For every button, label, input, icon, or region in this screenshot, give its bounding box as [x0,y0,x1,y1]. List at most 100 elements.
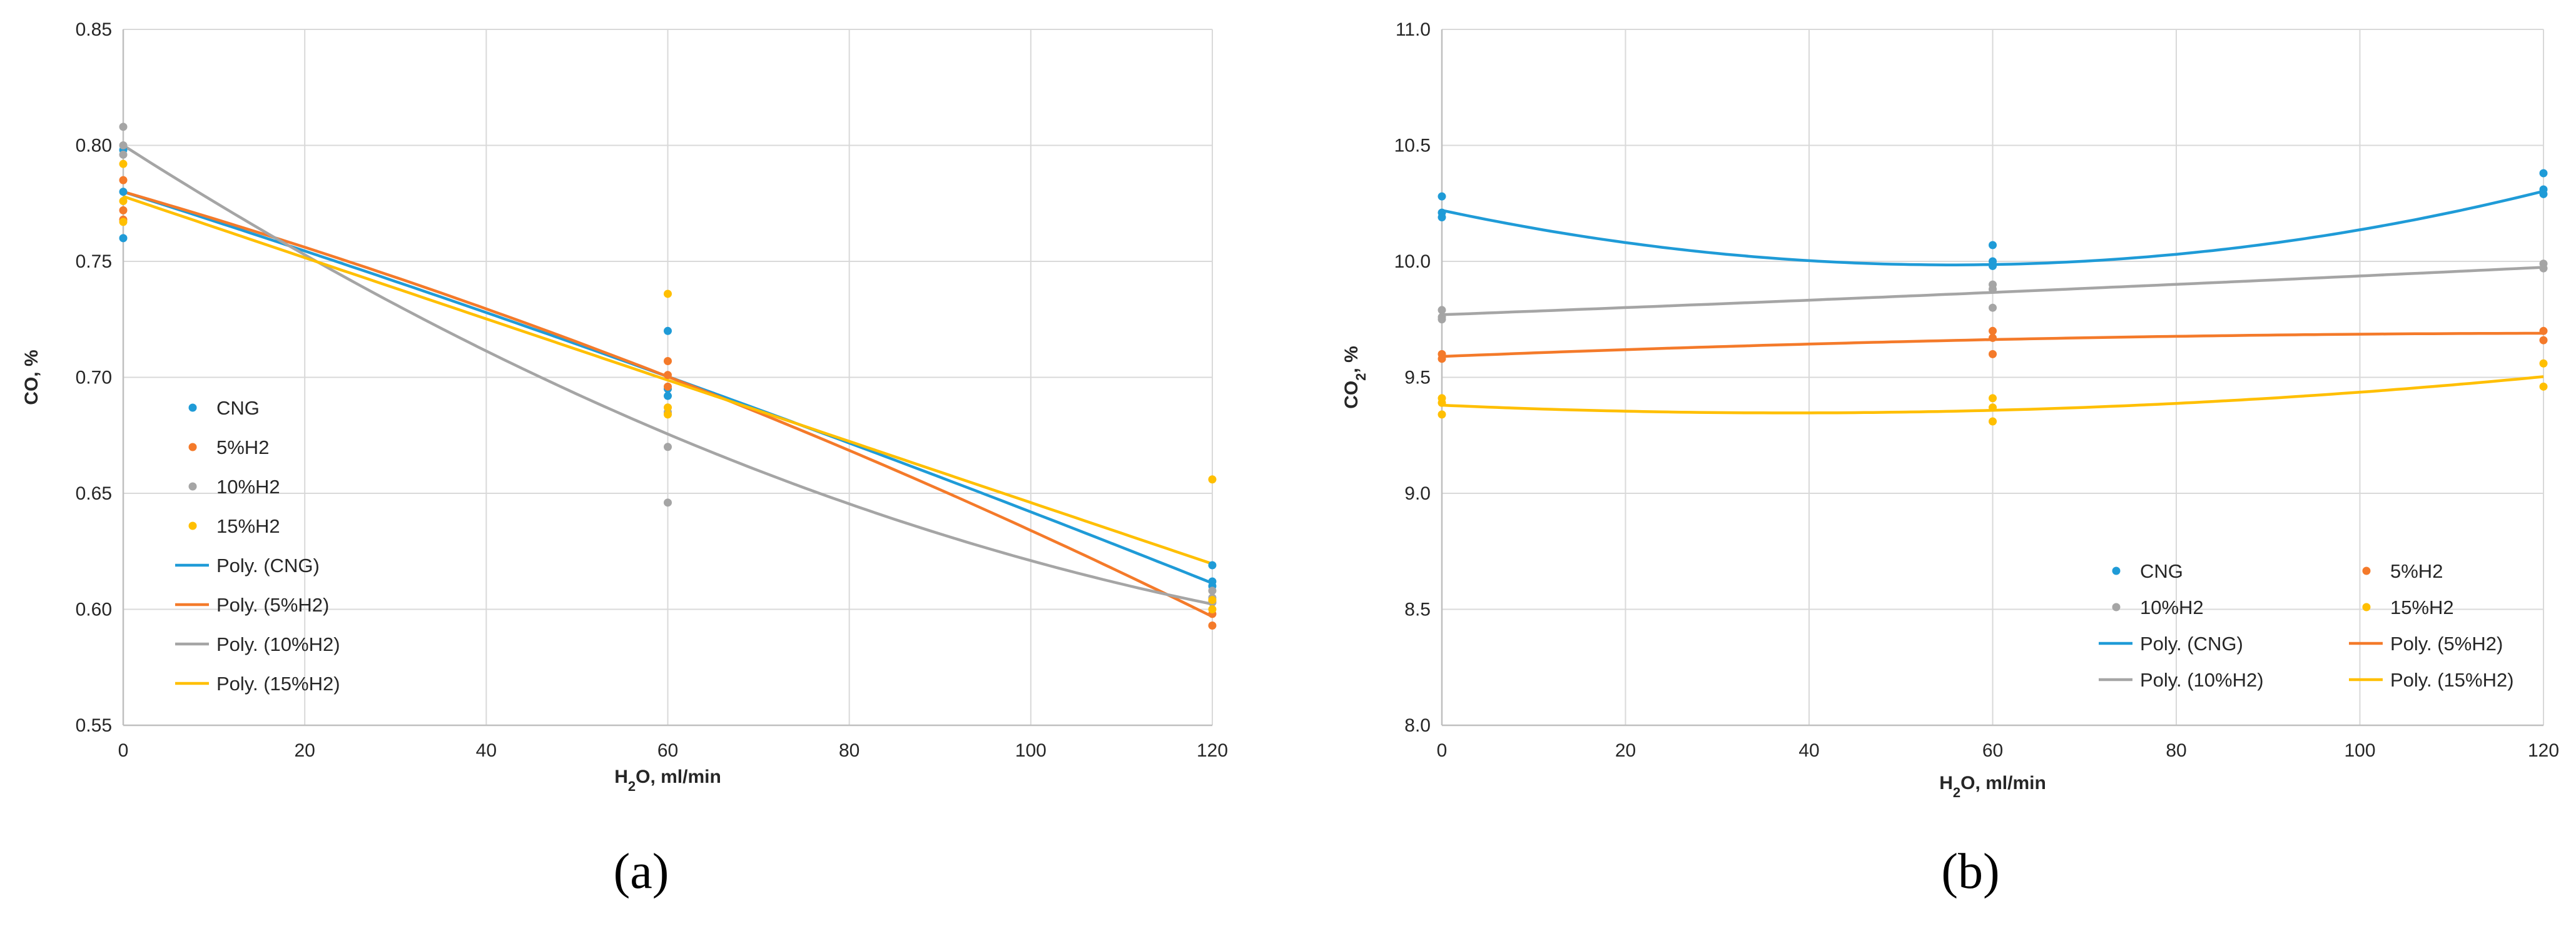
y-tick-label: 0.60 [76,600,112,620]
data-point-10pcth2 [119,123,128,131]
data-point-cng [1989,261,1997,270]
data-point-cng [1438,213,1446,222]
legend-marker-cng [188,403,197,412]
legend-label: Poly. (15%H2) [2390,669,2514,691]
legend-marker-5pcth2 [188,443,197,451]
data-point-10pcth2 [1438,306,1446,315]
data-point-15pcth2 [1208,605,1217,613]
legend: CNG 5%H2 10%H2 15%H2 Poly. (CNG) Poly. (5%H2)… [175,397,340,695]
data-point-10pcth2 [119,150,128,159]
data-point-5pcth2 [1989,350,1997,358]
data-point-15pcth2 [2539,359,2548,368]
legend-marker-15pcth2 [2362,603,2371,611]
legend-label: Poly. (CNG) [2140,633,2243,655]
data-point-cng [119,234,128,243]
legend-marker-15pcth2 [188,521,197,530]
data-point-5pcth2 [664,357,672,366]
y-tick-label: 10.0 [1394,251,1431,272]
data-point-10pcth2 [1989,285,1997,294]
data-point-5pcth2 [1989,326,1997,335]
legend: CNG 5%H2 10%H2 15%H2 Poly. (CNG) Poly. (5%H2)… [2099,560,2514,691]
x-tick-label: 100 [1015,740,1047,761]
trendline-15pcth2 [123,194,1213,565]
x-tick-label: 40 [1798,740,1819,761]
data-point-15pcth2 [119,218,128,226]
data-point-5pcth2 [1989,333,1997,342]
data-point-5pcth2 [2539,336,2548,345]
y-tick-label: 9.5 [1404,368,1431,388]
x-tick-label: 20 [294,740,315,761]
data-point-10pcth2 [1208,586,1217,595]
chart-panel-b: 8.0 8.5 9.0 9.5 10.0 10.5 11.0 0 20 40 60 80 100 120 H… [1341,19,2559,899]
data-point-cng [664,391,672,400]
y-tick-label: 0.85 [76,19,112,40]
x-tick-label: 120 [1197,740,1228,761]
legend-label: CNG [216,397,260,419]
y-tick-label: 11.0 [1396,19,1431,40]
x-tick-label: 0 [1437,740,1448,761]
legend-marker-10pcth2 [188,482,197,491]
data-point-15pcth2 [119,197,128,206]
data-point-cng [1438,192,1446,201]
x-tick-label: 20 [1615,740,1636,761]
data-point-15pcth2 [1208,596,1217,605]
y-tick-label: 0.65 [76,483,112,504]
x-tick-label: 40 [476,740,497,761]
legend-label: CNG [2140,560,2183,582]
data-point-5pcth2 [1438,355,1446,363]
y-tick-label: 8.5 [1404,600,1431,620]
data-point-cng [119,188,128,196]
data-point-10pcth2 [2539,264,2548,273]
legend-label: Poly. (5%H2) [216,594,329,616]
y-tick-label: 10.5 [1394,136,1431,156]
legend-marker-cng [2112,566,2121,575]
data-point-15pcth2 [1989,417,1997,426]
legend-label: Poly. (10%H2) [2140,669,2264,691]
legend-label: 5%H2 [216,436,269,458]
data-point-cng [1989,241,1997,249]
legend-label: 15%H2 [2390,596,2454,618]
data-point-cng [1208,561,1217,570]
legend-label: Poly. (5%H2) [2390,633,2503,655]
legend-label: Poly. (CNG) [216,555,320,576]
chart-panel-a: 0.55 0.60 0.65 0.70 0.75 0.80 0.85 0 20 40 60 80 100… [21,19,1228,899]
data-point-10pcth2 [1438,315,1446,324]
x-tick-label: 60 [657,740,678,761]
data-point-15pcth2 [1989,403,1997,412]
data-point-5pcth2 [664,382,672,391]
data-point-15pcth2 [664,410,672,419]
y-axis-title: CO2, % [1341,346,1369,409]
x-axis-title: H2O, ml/min [1939,773,2046,800]
legend-label: Poly. (15%H2) [216,673,340,695]
data-point-5pcth2 [1208,621,1217,630]
x-tick-label: 80 [839,740,860,761]
data-point-15pcth2 [2539,382,2548,391]
legend-label: Poly. (10%H2) [216,633,340,655]
data-point-15pcth2 [1989,394,1997,403]
legend-label: 10%H2 [2140,596,2204,618]
panel-label: (a) [614,844,669,899]
data-point-15pcth2 [664,289,672,298]
x-tick-label: 80 [2166,740,2186,761]
trendline-10pcth2 [122,144,1213,606]
data-point-10pcth2 [1989,303,1997,312]
x-tick-label: 120 [2528,740,2559,761]
data-point-15pcth2 [119,159,128,168]
panel-label: (b) [1941,844,1999,899]
x-axis-title: H2O, ml/min [614,767,721,794]
data-point-15pcth2 [1438,410,1446,419]
data-point-cng [2539,169,2548,178]
data-point-5pcth2 [664,371,672,380]
data-point-15pcth2 [1208,475,1217,484]
data-point-10pcth2 [664,498,672,507]
y-tick-label: 0.75 [76,251,112,272]
y-tick-label: 0.70 [76,368,112,388]
x-tick-label: 0 [118,740,129,761]
data-point-cng [664,326,672,335]
data-point-15pcth2 [664,403,672,412]
y-tick-label: 0.55 [76,715,112,736]
data-point-10pcth2 [119,141,128,149]
legend-label: 15%H2 [216,515,280,537]
y-tick-label: 0.80 [76,136,112,156]
